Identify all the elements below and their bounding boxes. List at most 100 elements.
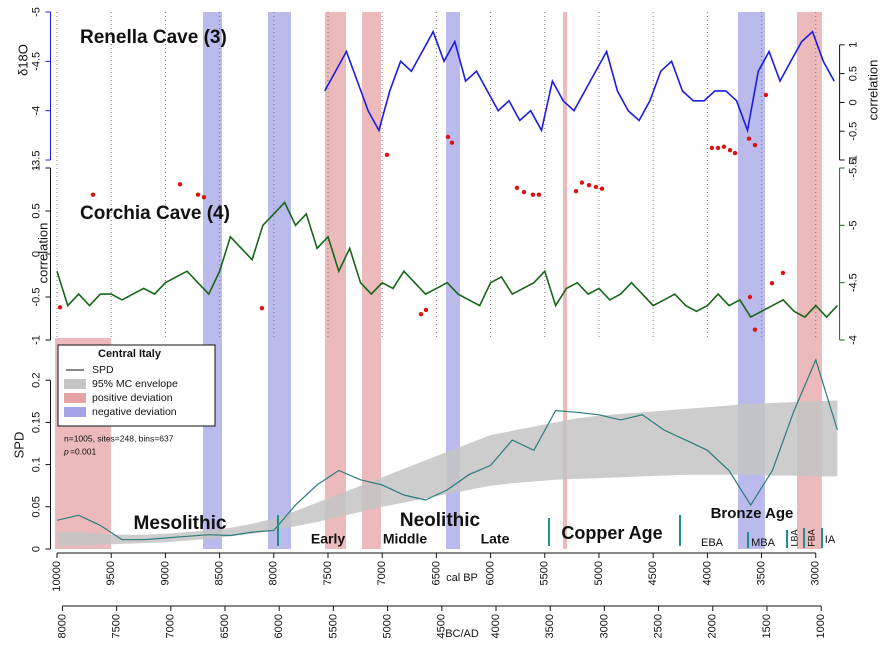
stats-text: n=1005, sites=248, bins=637 [64,433,174,443]
correlation-dot [752,327,758,332]
y-tick-label: 0 [848,99,860,105]
y-tick-label: -4.5 [30,52,42,71]
x-tick-label: 6000 [484,561,496,585]
legend-label: positive deviation [92,392,173,404]
period-label: Copper Age [561,523,662,543]
deviation-band [562,12,567,549]
y-tick-label: 0.1 [30,457,42,472]
legend-label: negative deviation [92,406,177,418]
deviation-band [267,12,292,549]
correlation-dot [259,305,265,311]
correlation-dot [201,195,207,200]
correlation-dot [746,136,752,141]
period-label: Bronze Age [711,505,794,522]
correlation-dot [177,182,183,187]
deviation-band [446,12,461,549]
correlation-dot [763,92,769,98]
x2-tick-label: 8000 [56,614,68,638]
x-tick-label: 7000 [376,561,388,585]
x-tick-label: 8000 [268,561,280,585]
correlation-dot [593,184,599,190]
x2-tick-label: 2000 [707,614,719,638]
p-value: =0.001 [70,446,97,456]
correlation-dot [384,152,390,158]
x2-tick-label: 2500 [652,614,664,638]
correlation-dot [721,144,727,149]
correlation-dot [423,307,429,313]
x-tick-label: 9500 [105,561,117,585]
x-tick-label: 9000 [159,561,171,585]
x2-tick-label: 5000 [382,614,394,638]
plot-area: -5 -4.5 -4 -3.5 -1 -0.5 0 0.5 1 Renella Cave (3) δ… [11,7,880,640]
mc-envelope [57,400,838,547]
x2-tick-label: 5500 [327,614,339,638]
correlation-dot [445,134,451,140]
period-label: Neolithic [400,510,481,531]
y-axis-label: SPD [11,432,26,459]
legend-label: 95% MC envelope [92,378,178,390]
proxy-line [56,200,838,319]
correlation-dot [732,150,738,156]
correlation-dot [418,312,424,317]
y2-axis-label: correlation [865,60,880,121]
proxy-line [324,29,835,134]
y-tick-label: 1 [848,42,860,48]
period-label: LBA [789,529,799,546]
y-tick-label: -5 [30,7,42,17]
correlation-dot [90,192,96,197]
x-tick-label: 10000 [51,561,63,592]
x2-tick-label: 7500 [111,614,123,638]
deviation-band [362,12,381,549]
y-tick-label: -0.5 [30,288,42,307]
correlation-dot [586,183,592,188]
correlation-dot [709,145,715,151]
x-tick-label: 5000 [593,561,605,585]
correlation-dot [573,189,579,194]
y-tick-label: -5.5 [848,159,860,178]
y-tick-label: -4 [848,335,860,345]
x2-tick-label: 6000 [273,614,285,638]
y-tick-label: -1 [848,155,860,165]
y-axis-label: δ18O [15,44,30,76]
y-tick-label: -0.5 [848,122,860,141]
p-label: p [63,446,69,456]
x2-tick-label: 4000 [490,614,502,638]
correlation-dot [727,148,733,153]
y-axis-label: correlation [35,223,50,284]
x-tick-label: 3500 [755,561,767,585]
x-axis-label: cal BP [446,572,478,584]
x-tick-label: 4000 [701,561,713,585]
y-tick-label: 1 [30,165,42,171]
correlation-dot [780,270,786,276]
y-tick-label: 0.05 [30,496,42,517]
y-tick-label: 0.2 [30,373,42,388]
correlation-dot [747,294,753,300]
y-tick-label: -4 [30,106,42,116]
y-tick-label: 0 [30,546,42,552]
correlation-dot [449,140,455,145]
correlation-dot [57,305,63,310]
x-tick-label: 8500 [213,561,225,585]
x2-tick-label: 3000 [598,614,610,638]
period-label: MBA [751,537,776,549]
panel-title: Renella Cave (3) [80,27,227,48]
correlation-dot [715,145,721,151]
correlation-dot [579,180,585,185]
correlation-dot [752,142,758,148]
correlation-dot [514,185,520,190]
correlation-dot [521,189,527,195]
x-tick-label: 4500 [647,561,659,585]
x-tick-label: 3000 [810,561,822,585]
x2-axis-label: BC/AD [445,628,479,640]
x-tick-label: 6500 [430,561,442,585]
correlation-dot [530,192,536,197]
x2-tick-label: 4500 [436,614,448,638]
correlation-dot [536,192,542,197]
legend-title: Central Italy [98,348,162,360]
y-tick-label: -4.5 [848,273,860,292]
legend-label: SPD [92,364,114,376]
x2-tick-label: 1000 [815,614,827,638]
y-tick-label: -5 [848,220,860,230]
period-label: Mesolithic [134,513,227,534]
